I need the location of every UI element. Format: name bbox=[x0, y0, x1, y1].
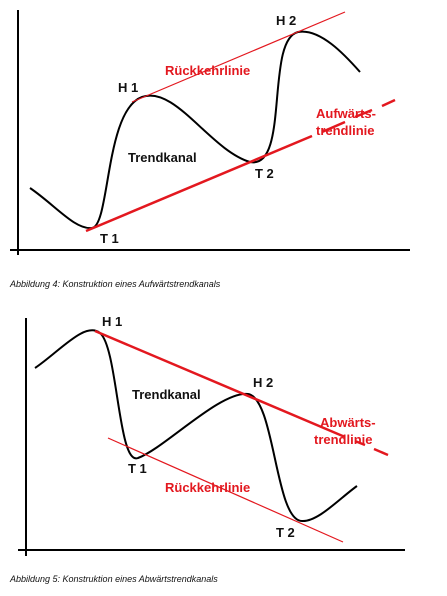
downtrend-line-dash bbox=[354, 439, 366, 447]
label-t1: T 1 bbox=[100, 231, 119, 246]
figure-caption: Abbildung 4: Konstruktion eines Aufwärts… bbox=[10, 279, 221, 289]
uptrend-channel-figure: H 1 H 2 T 1 T 2 Trendkanal Rückkehrlinie… bbox=[10, 10, 410, 289]
downtrend-line bbox=[94, 329, 346, 439]
uptrend-line-dash bbox=[381, 98, 396, 108]
label-return-line: Rückkehrlinie bbox=[165, 480, 250, 495]
label-return-line: Rückkehrlinie bbox=[165, 63, 250, 78]
label-t1: T 1 bbox=[128, 461, 147, 476]
return-line bbox=[131, 11, 346, 103]
label-h1: H 1 bbox=[102, 314, 122, 329]
label-t2: T 2 bbox=[276, 525, 295, 540]
downtrend-channel-diagram: H 1 H 2 T 1 T 2 Trendkanal Rückkehrlinie… bbox=[18, 314, 405, 556]
figure-caption: Abbildung 5: Konstruktion eines Abwärtst… bbox=[10, 574, 218, 584]
downtrend-channel-figure: H 1 H 2 T 1 T 2 Trendkanal Rückkehrlinie… bbox=[0, 306, 447, 596]
label-downtrend-line-1: Abwärts- bbox=[320, 415, 376, 430]
label-trend-channel: Trendkanal bbox=[132, 387, 201, 402]
label-trend-channel: Trendkanal bbox=[128, 150, 197, 165]
label-h2: H 2 bbox=[253, 375, 273, 390]
label-uptrend-line-2: trendlinie bbox=[316, 123, 375, 138]
downtrend-line-dash bbox=[373, 447, 389, 457]
uptrend-line-dash bbox=[354, 108, 373, 119]
uptrend-channel-diagram: H 1 H 2 T 1 T 2 Trendkanal Rückkehrlinie… bbox=[10, 10, 410, 255]
label-t2: T 2 bbox=[255, 166, 274, 181]
label-uptrend-line-1: Aufwärts- bbox=[316, 106, 376, 121]
label-h1: H 1 bbox=[118, 80, 138, 95]
uptrend-line-dash bbox=[321, 120, 346, 134]
label-h2: H 2 bbox=[276, 13, 296, 28]
price-curve bbox=[29, 30, 361, 230]
uptrend-line bbox=[85, 134, 313, 233]
label-downtrend-line-2: trendlinie bbox=[314, 432, 373, 447]
return-line bbox=[107, 437, 344, 543]
